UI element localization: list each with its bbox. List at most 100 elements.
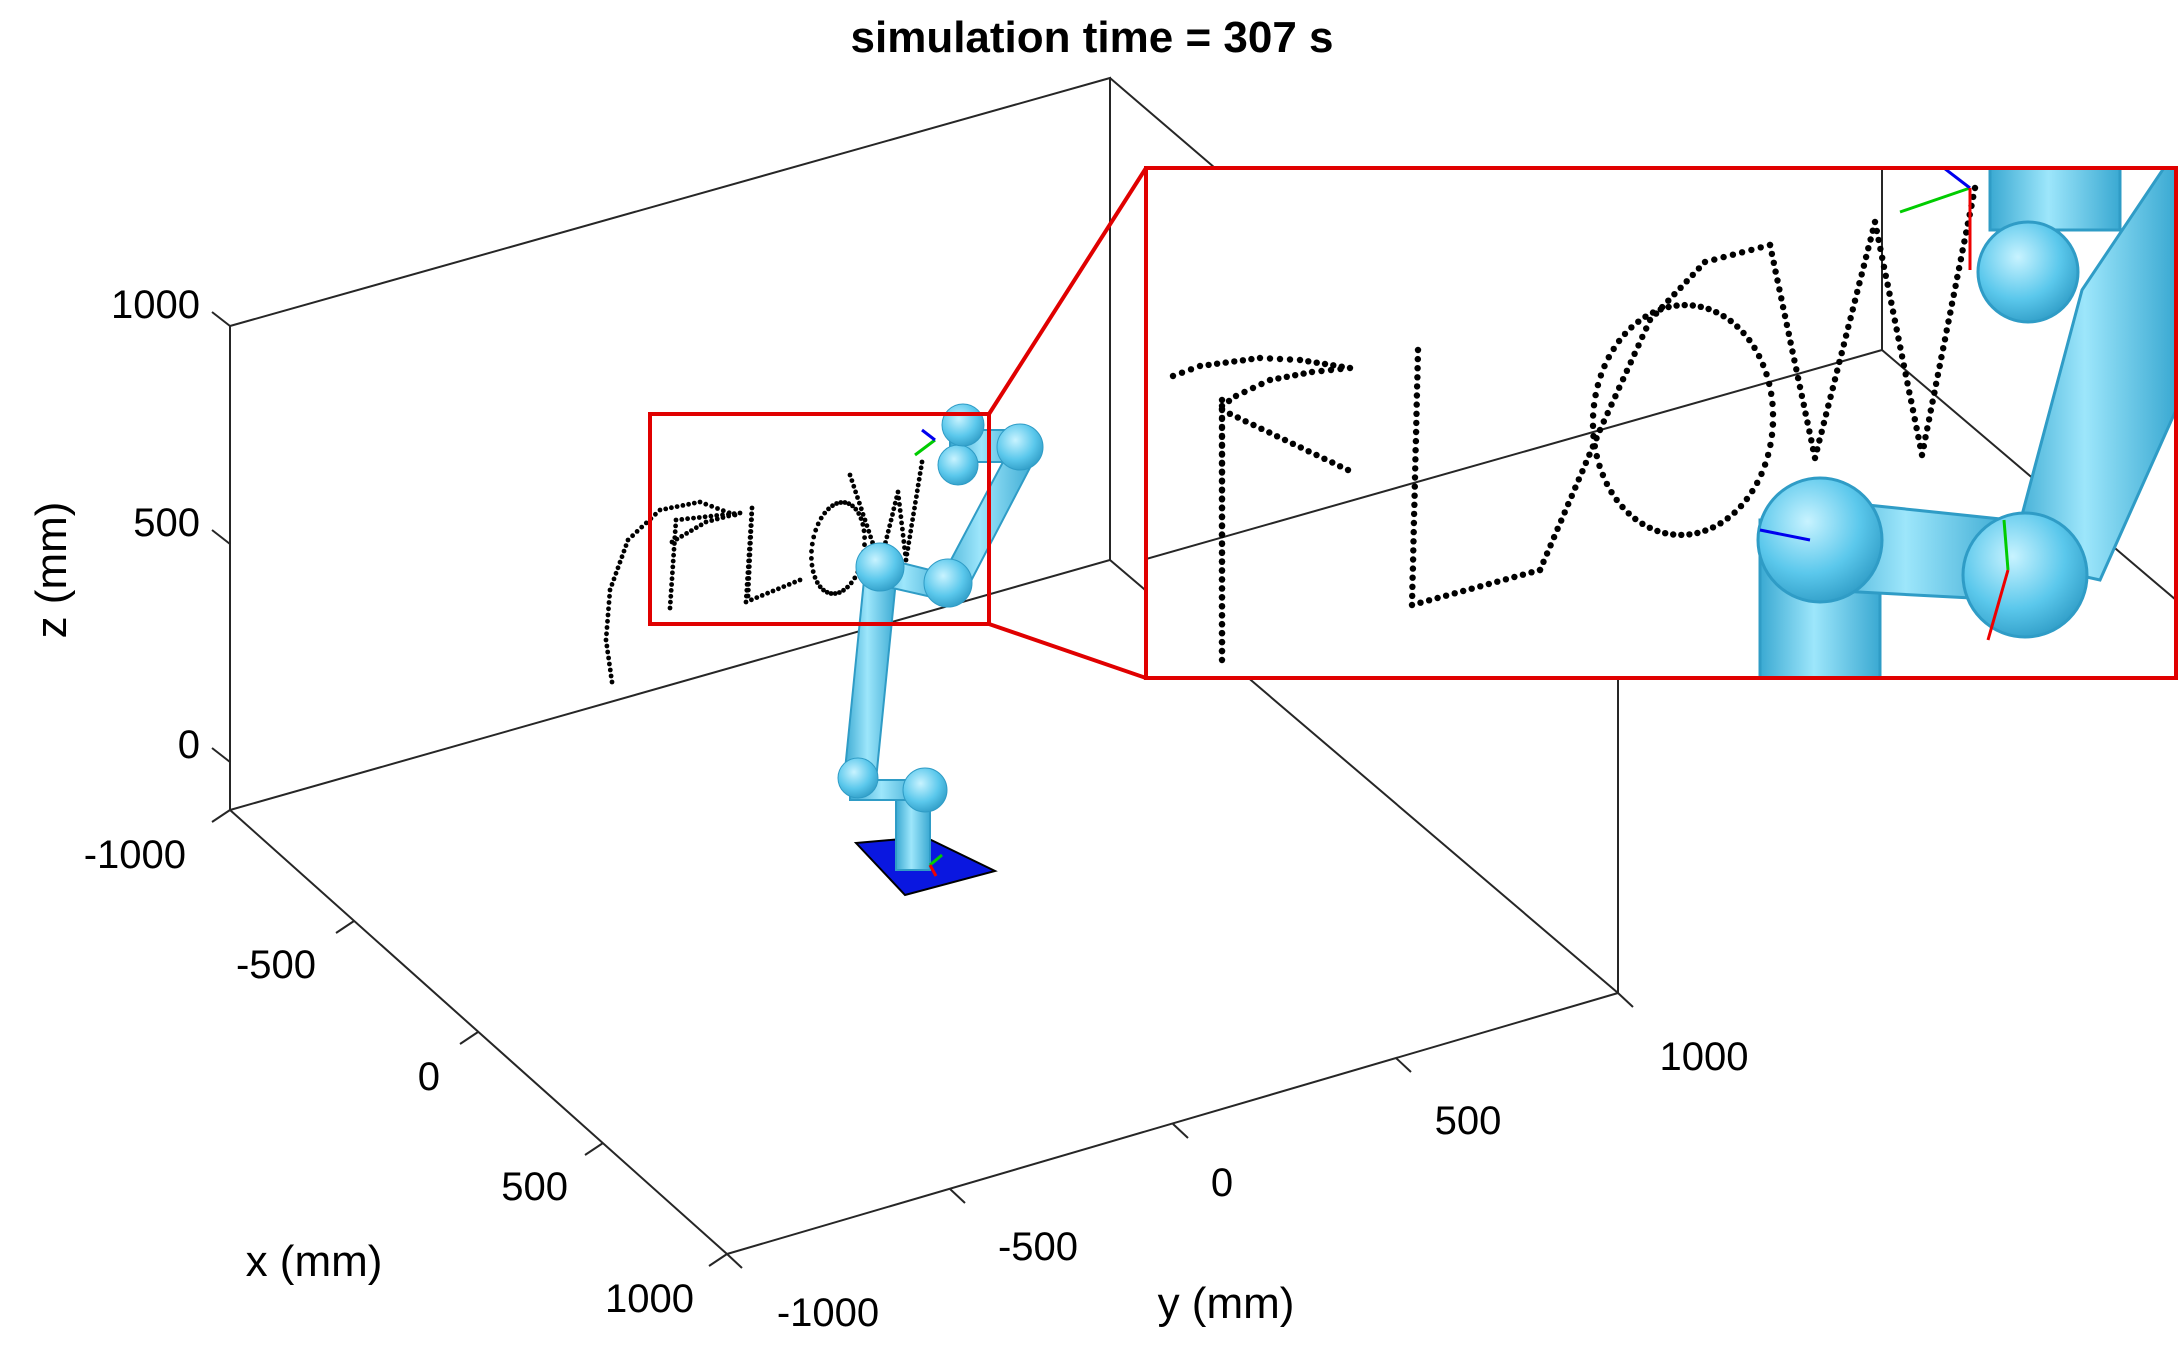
trajectory-point: [669, 539, 675, 545]
trajectory-point: [1893, 326, 1900, 333]
trajectory-point: [1205, 361, 1212, 369]
trajectory-point: [1772, 268, 1779, 275]
trajectory-point: [679, 533, 685, 539]
trajectory-point: [1582, 459, 1590, 467]
trajectory-point: [1409, 565, 1417, 572]
trajectory-point: [1945, 318, 1952, 325]
trajectory-point: [1796, 383, 1804, 391]
trajectory-point: [696, 515, 702, 520]
trajectory-point: [1816, 437, 1823, 444]
robot-arm: [837, 403, 1044, 897]
trajectory-point: [858, 516, 864, 521]
trajectory-point: [1218, 522, 1226, 530]
trajectory-point: [1218, 451, 1226, 458]
trajectory-point: [845, 584, 850, 590]
trajectory-point: [1344, 466, 1352, 474]
trajectory-point: [1468, 585, 1475, 592]
trajectory-point: [671, 552, 676, 558]
trajectory-point: [900, 526, 905, 532]
trajectory-point: [1800, 401, 1808, 408]
trajectory-point: [1963, 229, 1970, 236]
trajectory-point: [1720, 253, 1727, 261]
trajectory-point: [1346, 364, 1354, 372]
trajectory-point: [1683, 278, 1690, 285]
trajectory-point: [1897, 344, 1904, 351]
trajectory-point: [1787, 339, 1794, 346]
trajectory-point: [1547, 542, 1554, 549]
trajectory-point: [744, 593, 749, 599]
trajectory-point: [1749, 487, 1756, 495]
trajectory-point: [609, 582, 615, 587]
trajectory-point: [1873, 227, 1881, 235]
trajectory-point: [1755, 352, 1763, 360]
zoom-indicator: [648, 166, 1148, 680]
trajectory-point: [1411, 492, 1418, 499]
trajectory-point: [1766, 380, 1773, 388]
trajectory-point: [1862, 253, 1870, 261]
trajectory-point: [1971, 184, 1979, 192]
trajectory-points-zoomed: [1169, 184, 1979, 664]
trajectory-point: [1234, 414, 1242, 421]
trajectory-point: [674, 536, 680, 542]
trajectory-point: [809, 562, 815, 568]
trajectory-point: [1414, 365, 1421, 372]
trajectory-point: [1783, 321, 1791, 329]
trajectory-point: [1705, 305, 1712, 313]
trajectory-point: [776, 586, 781, 592]
trajectory-point: [1218, 594, 1226, 601]
trajectory-point: [1511, 573, 1518, 581]
trajectory-point: [709, 518, 715, 523]
trajectory-point: [669, 582, 674, 587]
trajectory-point: [817, 584, 823, 590]
trajectory-point: [1297, 444, 1305, 451]
trajectory-point: [1409, 556, 1417, 563]
trajectory-point: [619, 554, 625, 560]
trajectory-point: [606, 655, 611, 661]
trajectory-point: [1652, 310, 1660, 317]
trajectory-point: [623, 543, 629, 548]
x-tick-label: -1000: [84, 833, 186, 877]
trajectory-point: [1769, 411, 1777, 418]
trajectory-point: [1300, 370, 1307, 377]
trajectory-point: [1601, 362, 1608, 370]
trajectory-point: [908, 528, 914, 534]
trajectory-point: [617, 559, 623, 565]
trajectory-point: [1241, 388, 1248, 396]
trajectory-point: [1915, 433, 1922, 441]
trajectory-point: [1218, 558, 1226, 565]
trajectory-point: [906, 540, 912, 546]
trajectory-point: [1258, 425, 1265, 432]
trajectory-point: [1950, 291, 1958, 298]
trajectory-point: [911, 511, 916, 517]
trajectory-point: [1286, 356, 1294, 363]
trajectory-point: [1804, 419, 1811, 426]
trajectory-point: [1292, 372, 1299, 379]
trajectory-point: [1600, 418, 1608, 425]
trajectory-point: [1318, 367, 1325, 375]
trajectory-point: [668, 593, 674, 599]
trajectory-point: [1218, 496, 1226, 503]
trajectory-point: [1218, 442, 1226, 449]
trajectory-point: [1761, 461, 1769, 468]
robot-arm-zoomed: [1756, 168, 2176, 678]
trajectory-point: [813, 527, 819, 533]
trajectory-point: [691, 500, 697, 506]
trajectory-point: [1665, 297, 1672, 304]
trajectory-point: [1902, 371, 1909, 378]
trajectory-point: [703, 501, 709, 507]
trajectory-point: [670, 564, 676, 570]
trajectory-point: [1922, 434, 1929, 441]
trajectory-point: [832, 591, 838, 596]
trajectory-point: [856, 511, 862, 516]
trajectory-point: [1414, 346, 1422, 354]
trajectory-point: [1218, 576, 1226, 583]
trajectory-point: [1336, 463, 1344, 470]
trajectory-point: [1947, 309, 1954, 316]
trajectory-point: [715, 506, 720, 511]
trajectory-point: [1596, 462, 1603, 469]
trajectory-point: [1218, 460, 1226, 467]
trajectory-point: [604, 631, 609, 637]
trajectory-point: [680, 503, 686, 508]
trajectory-point: [720, 508, 726, 514]
trajectory-point: [861, 528, 867, 534]
